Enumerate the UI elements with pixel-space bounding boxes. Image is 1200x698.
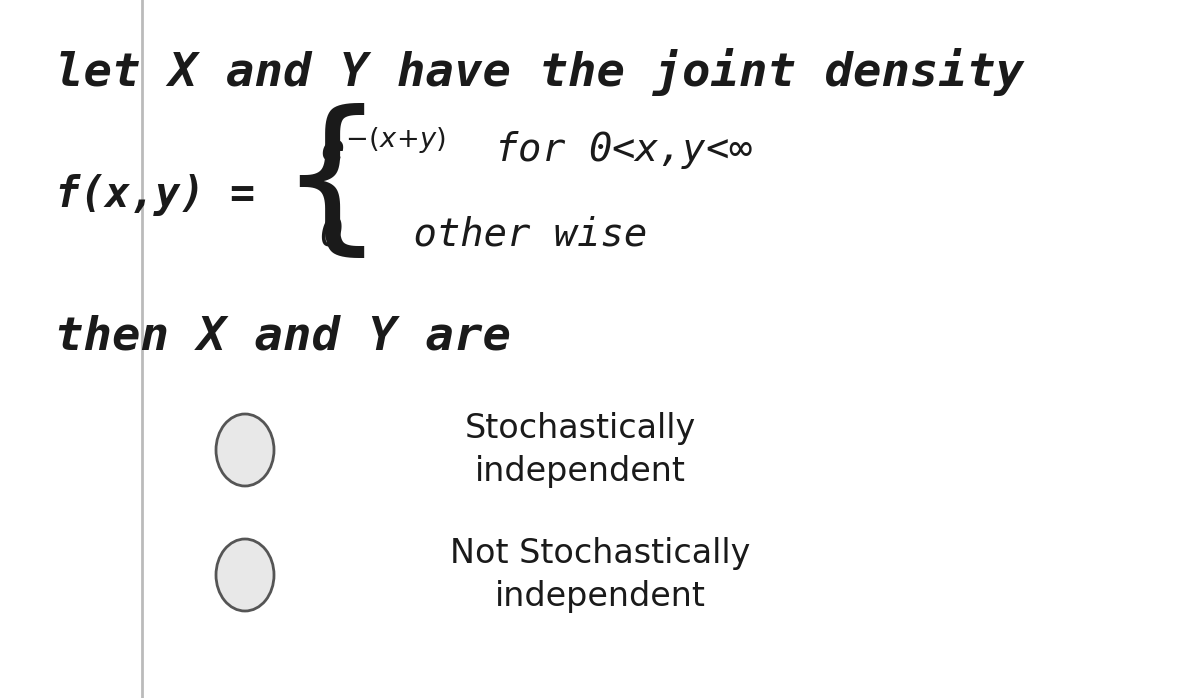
Ellipse shape xyxy=(216,414,274,486)
Ellipse shape xyxy=(216,539,274,611)
Text: f(x,y) =: f(x,y) = xyxy=(55,174,256,216)
Text: Stochastically
independent: Stochastically independent xyxy=(464,412,696,488)
Text: then X and Y are: then X and Y are xyxy=(55,315,511,360)
Text: {: { xyxy=(278,103,384,267)
Text: $e^{-(x\!+\!y)}$  for 0<x,y<∞: $e^{-(x\!+\!y)}$ for 0<x,y<∞ xyxy=(320,124,754,172)
Text: 0   other wise: 0 other wise xyxy=(320,216,647,254)
Text: Not Stochastically
independent: Not Stochastically independent xyxy=(450,537,750,614)
Text: let X and Y have the joint density: let X and Y have the joint density xyxy=(55,48,1024,96)
